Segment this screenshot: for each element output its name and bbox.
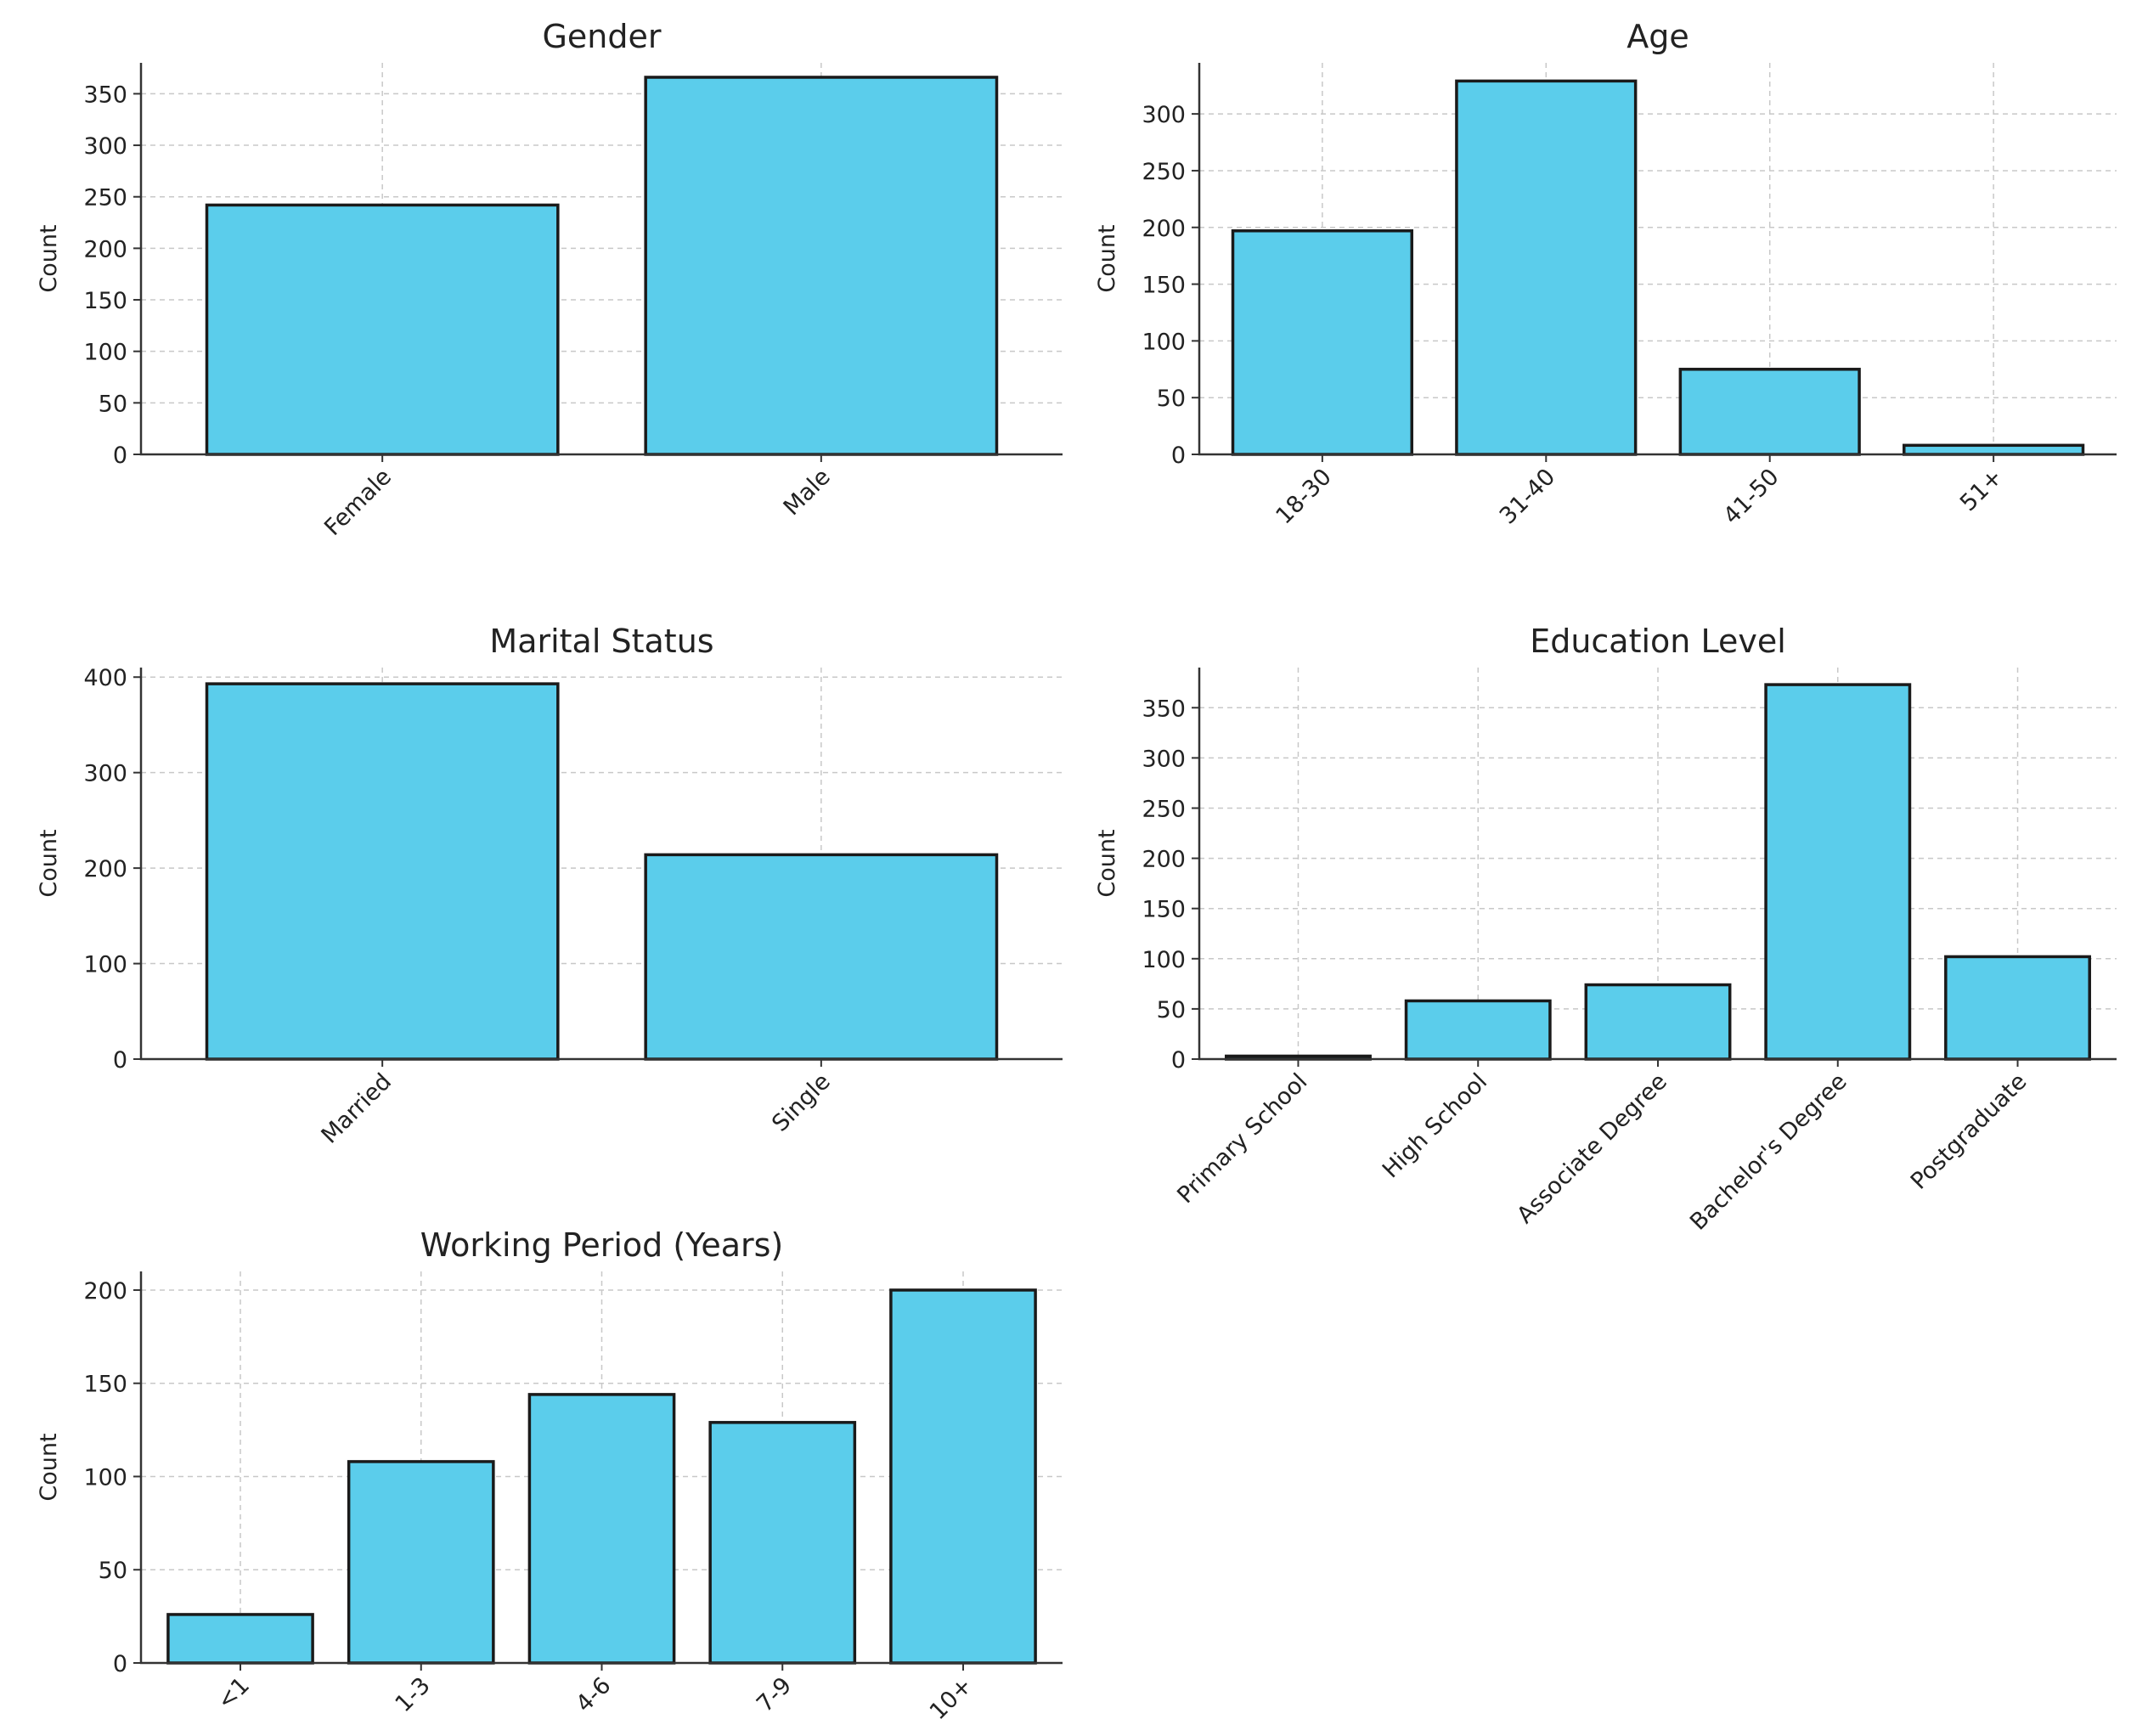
- y-tick-label: 50: [1157, 997, 1186, 1023]
- bar-postgraduate: [1944, 955, 2091, 1061]
- y-tick-label: 200: [83, 856, 127, 882]
- y-tick-label: 0: [113, 1047, 127, 1074]
- x-tick-label: Single: [767, 1068, 836, 1137]
- y-tick-label: 50: [99, 1558, 127, 1584]
- x-tick-label: Postgraduate: [1906, 1068, 2032, 1195]
- x-tick-label: Male: [779, 464, 836, 521]
- x-tick-label: Bachelor's Degree: [1685, 1068, 1852, 1236]
- x-tick-label: Married: [316, 1068, 397, 1149]
- bar-female: [205, 203, 560, 456]
- y-tick-label: 300: [1142, 102, 1186, 128]
- bar-associate-degree: [1584, 983, 1732, 1061]
- x-tick-label: 31-40: [1495, 464, 1560, 529]
- y-tick-label: 250: [1142, 159, 1186, 185]
- y-tick-label: 300: [83, 133, 127, 160]
- chart-panel-5: 0 50 100 150 200 <1 1-3 4-6 7-9 10+ Working Period…: [36, 1226, 1063, 1725]
- x-tick-label: 7-9: [752, 1672, 797, 1717]
- y-tick-label: 100: [1142, 947, 1186, 973]
- bar--1: [166, 1613, 314, 1665]
- chart-title: Age: [1627, 18, 1689, 55]
- y-tick-label: 200: [1142, 216, 1186, 242]
- y-tick-label: 350: [83, 82, 127, 108]
- x-tick-label: 51+: [1955, 464, 2008, 516]
- bar-4-6: [527, 1393, 676, 1665]
- y-tick-label: 100: [1142, 329, 1186, 355]
- chart-panel-2: 0 50 100 150 200 250 300 18-30 31-40 41-50 51+ Age C…: [1094, 18, 2117, 529]
- y-tick-label: 0: [1171, 442, 1186, 469]
- y-tick-label: 0: [113, 1651, 127, 1677]
- chart-title: Gender: [542, 18, 661, 55]
- chart-title: Working Period (Years): [420, 1226, 784, 1264]
- bar-18-30: [1231, 229, 1413, 456]
- y-tick-label: 300: [1142, 746, 1186, 772]
- x-tick-label: 18-30: [1271, 464, 1336, 529]
- y-tick-label: 200: [83, 1278, 127, 1305]
- y-tick-label: 100: [83, 340, 127, 366]
- bar-high-school: [1404, 999, 1552, 1061]
- y-tick-label: 150: [83, 1372, 127, 1398]
- x-tick-label: Female: [319, 464, 397, 541]
- y-axis-label: Count: [1094, 829, 1120, 897]
- y-tick-label: 300: [83, 761, 127, 787]
- x-tick-label: <1: [212, 1672, 255, 1715]
- bar-10-: [889, 1288, 1037, 1665]
- y-tick-label: 150: [1142, 273, 1186, 299]
- y-tick-label: 0: [1171, 1047, 1186, 1074]
- chart-panel-3: 0 100 200 300 400 Married Single Marital Status…: [36, 623, 1063, 1149]
- x-tick-label: High School: [1378, 1068, 1492, 1183]
- y-tick-label: 200: [1142, 847, 1186, 873]
- chart-panel-1: 0 50 100 150 200 250 300 350 Female Male Gender Cou…: [36, 18, 1063, 541]
- x-tick-label: 10+: [925, 1672, 978, 1725]
- bar-bachelor-s-degree: [1764, 683, 1912, 1061]
- bar-31-40: [1455, 79, 1638, 456]
- x-tick-label: Associate Degree: [1512, 1068, 1672, 1229]
- bar-7-9: [708, 1421, 857, 1665]
- x-tick-label: Primary School: [1172, 1068, 1312, 1209]
- y-tick-label: 0: [113, 442, 127, 469]
- y-axis-label: Count: [1094, 224, 1120, 292]
- y-tick-label: 400: [83, 665, 127, 691]
- y-tick-label: 150: [83, 288, 127, 314]
- x-tick-label: 4-6: [571, 1672, 616, 1717]
- chart-panel-4: 0 50 100 150 200 250 300 350 Primary School High …: [1094, 623, 2117, 1236]
- y-tick-label: 200: [83, 236, 127, 262]
- x-tick-label: 1-3: [391, 1672, 436, 1717]
- bar-single: [644, 853, 999, 1061]
- chart-title: Education Level: [1530, 623, 1786, 660]
- y-axis-label: Count: [36, 829, 62, 897]
- y-tick-label: 250: [1142, 796, 1186, 822]
- y-tick-label: 250: [83, 185, 127, 211]
- bar-male: [644, 76, 999, 456]
- y-tick-label: 350: [1142, 696, 1186, 722]
- y-axis-label: Count: [36, 1433, 62, 1501]
- x-tick-label: 41-50: [1718, 464, 1784, 529]
- y-axis-label: Count: [36, 224, 62, 292]
- y-tick-label: 50: [99, 391, 127, 417]
- y-tick-label: 100: [83, 1464, 127, 1491]
- bar-41-50: [1678, 368, 1861, 456]
- y-tick-label: 150: [1142, 897, 1186, 923]
- bar-51-: [1903, 443, 2085, 456]
- chart-title: Marital Status: [489, 623, 713, 660]
- y-tick-label: 50: [1157, 386, 1186, 412]
- y-tick-label: 100: [83, 952, 127, 978]
- bar-married: [205, 682, 560, 1061]
- bar-1-3: [347, 1460, 495, 1665]
